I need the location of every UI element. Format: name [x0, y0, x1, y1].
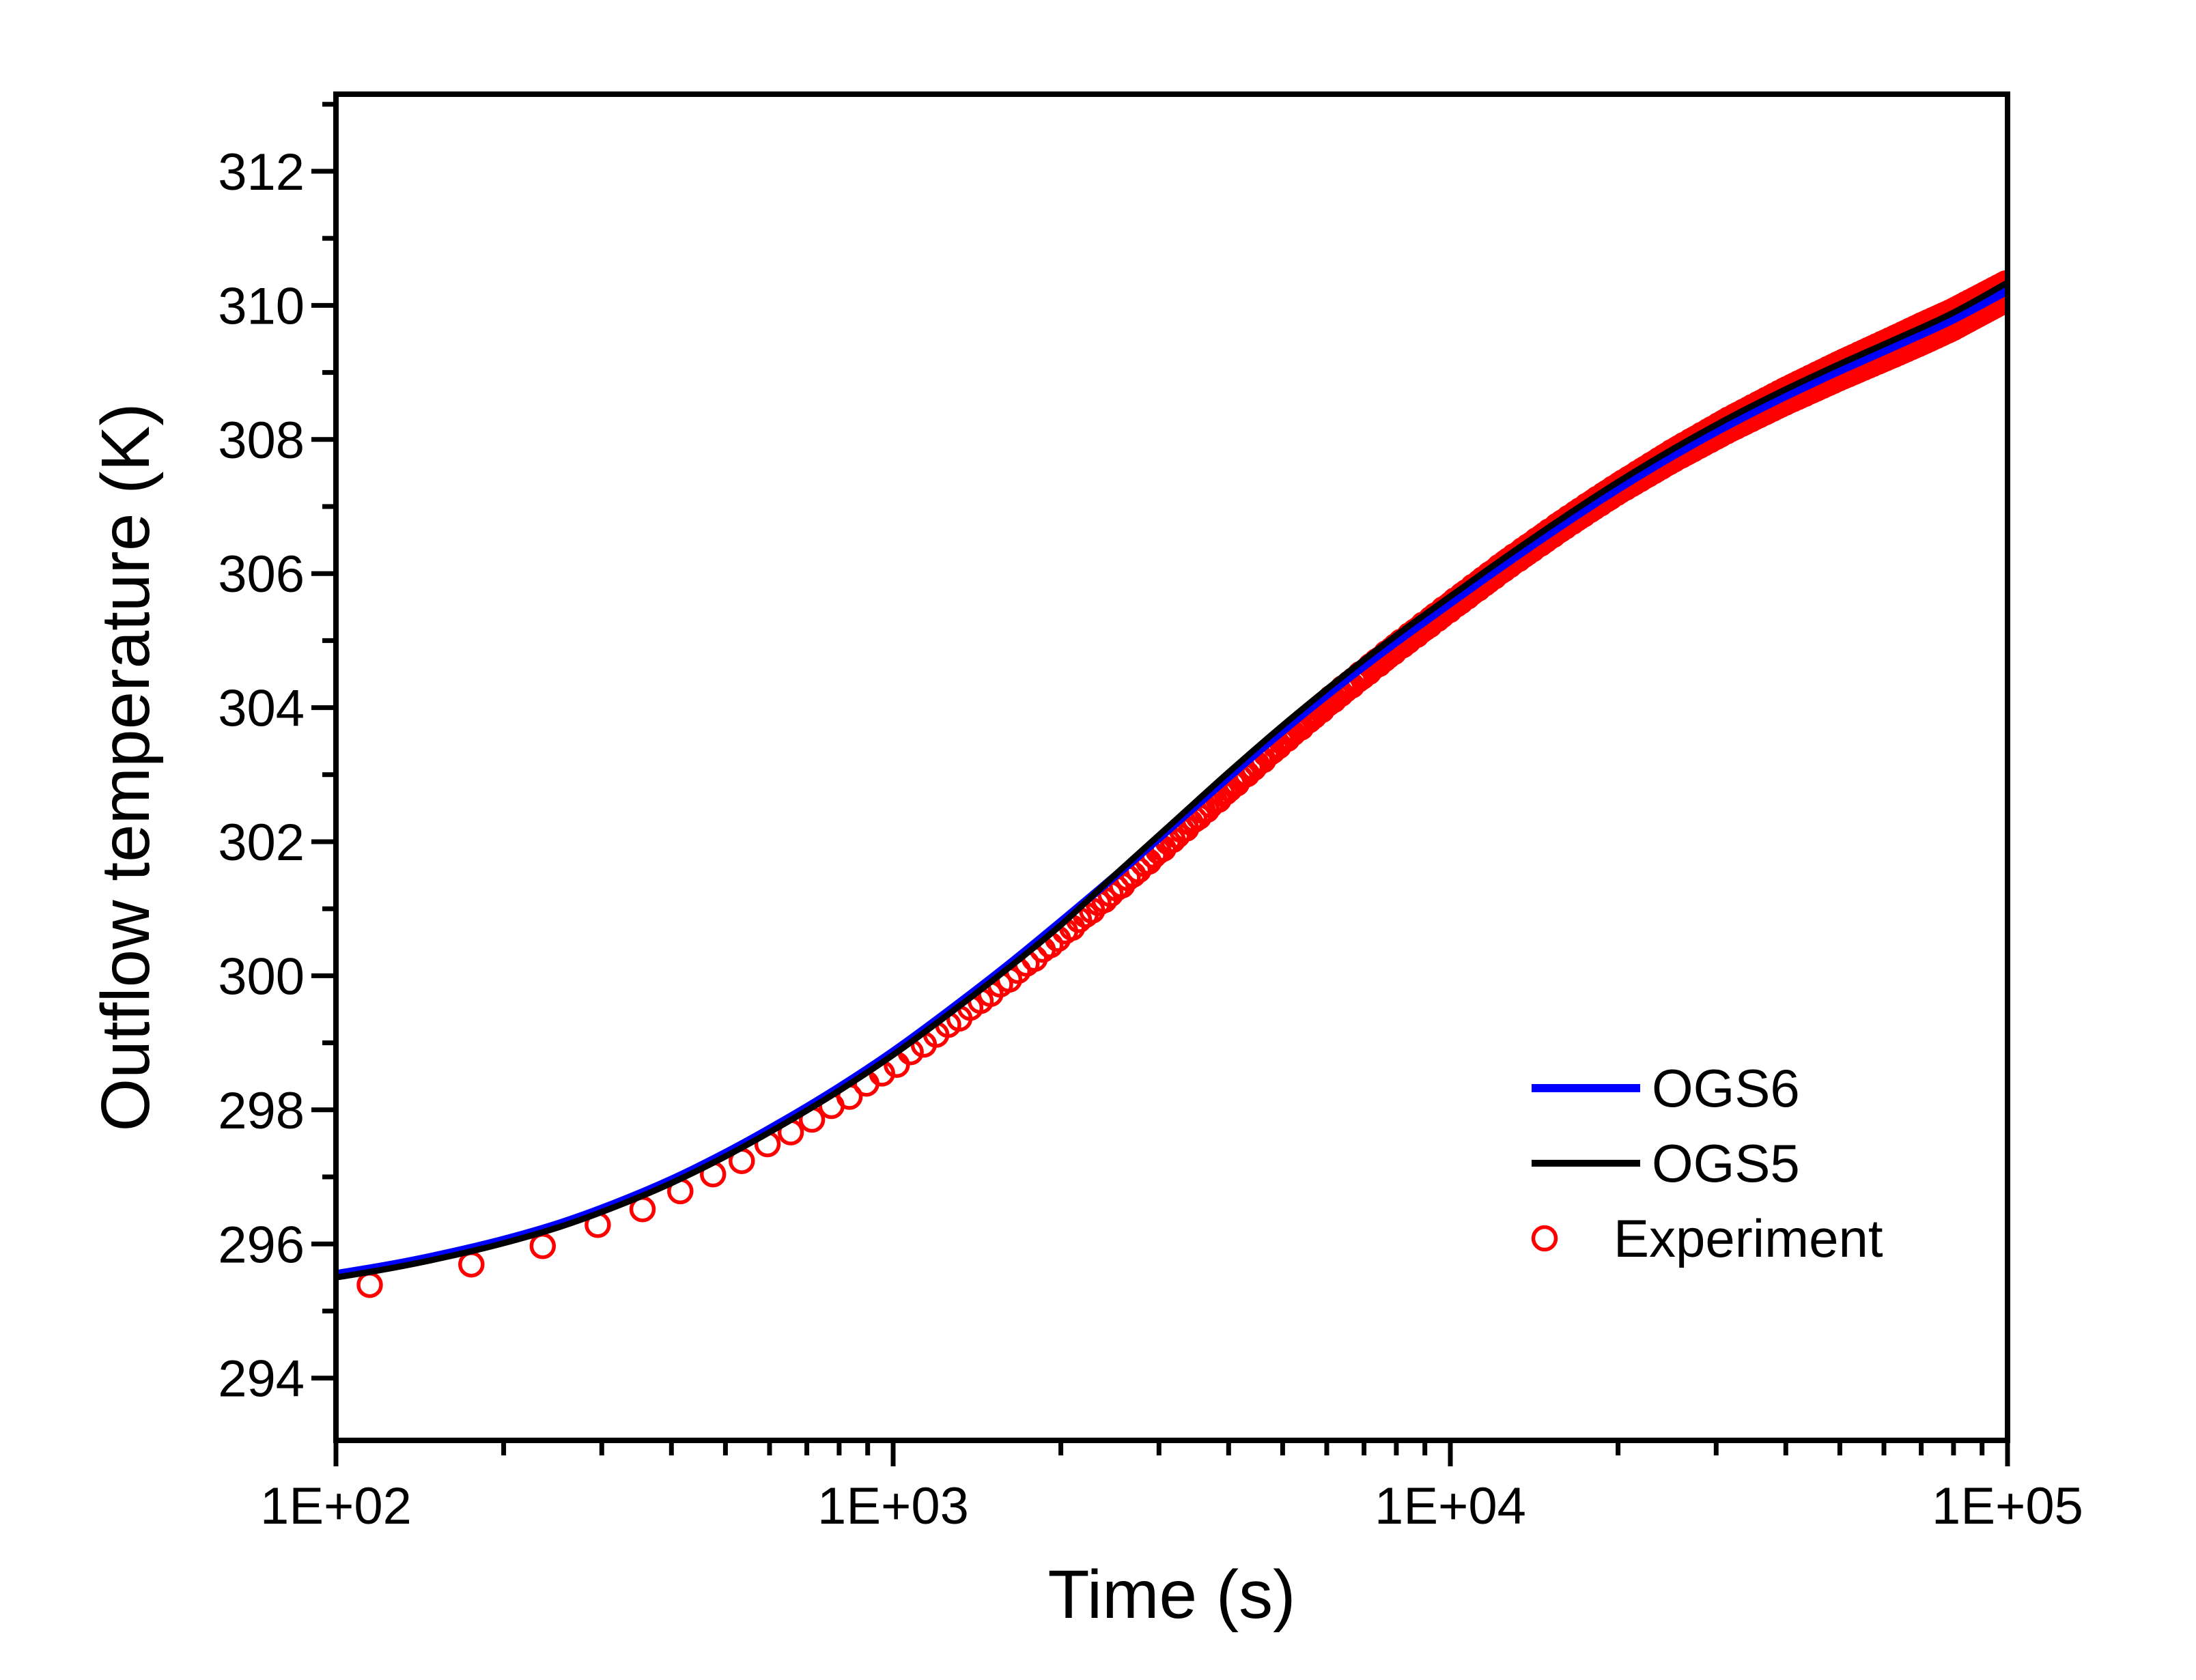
y-tick-label: 298	[218, 1082, 305, 1140]
x-tick-label: 1E+02	[260, 1477, 412, 1535]
y-tick-label: 304	[218, 680, 305, 738]
legend-label-ogs6: OGS6	[1652, 1058, 1800, 1118]
series-ogs5-line	[336, 280, 2008, 1281]
y-tick-label: 300	[218, 948, 305, 1006]
y-tick-label: 308	[218, 412, 305, 470]
legend: OGS6 OGS5 Experiment	[1531, 1058, 1883, 1268]
y-axis-title: Outflow temperature (K)	[87, 403, 164, 1131]
legend-label-ogs5: OGS5	[1652, 1133, 1800, 1193]
x-axis-ticks: 1E+02 1E+03 1E+04 1E+05	[260, 1440, 2083, 1535]
x-axis-title: Time (s)	[1048, 1556, 1296, 1633]
y-axis-ticks: 294 296 298 300 302 304 306 308 310 312	[218, 102, 336, 1408]
plot-frame	[333, 91, 2010, 1443]
x-tick-label: 1E+05	[1932, 1477, 2083, 1535]
x-tick-label: 1E+03	[817, 1477, 969, 1535]
y-tick-label: 306	[218, 545, 305, 603]
plot-area	[336, 270, 2008, 1298]
legend-marker-experiment-icon	[1531, 1225, 1558, 1252]
legend-label-experiment: Experiment	[1614, 1208, 1883, 1268]
y-tick-label: 310	[218, 277, 305, 335]
x-tick-label: 1E+04	[1375, 1477, 1526, 1535]
y-tick-label: 312	[218, 143, 305, 201]
y-tick-label: 302	[218, 814, 305, 872]
y-tick-label: 296	[218, 1216, 305, 1274]
y-tick-label: 294	[218, 1350, 305, 1408]
